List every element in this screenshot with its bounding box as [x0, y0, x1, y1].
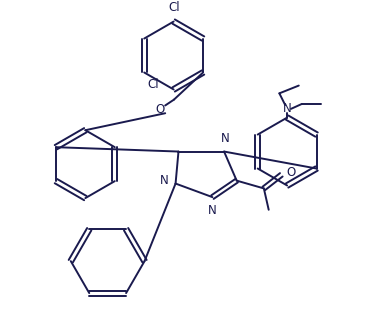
Text: Cl: Cl: [147, 78, 159, 91]
Text: Cl: Cl: [169, 1, 180, 14]
Text: O: O: [156, 103, 165, 116]
Text: O: O: [286, 166, 295, 179]
Text: N: N: [283, 102, 291, 116]
Text: N: N: [221, 132, 229, 145]
Text: N: N: [208, 204, 217, 217]
Text: N: N: [160, 174, 169, 187]
